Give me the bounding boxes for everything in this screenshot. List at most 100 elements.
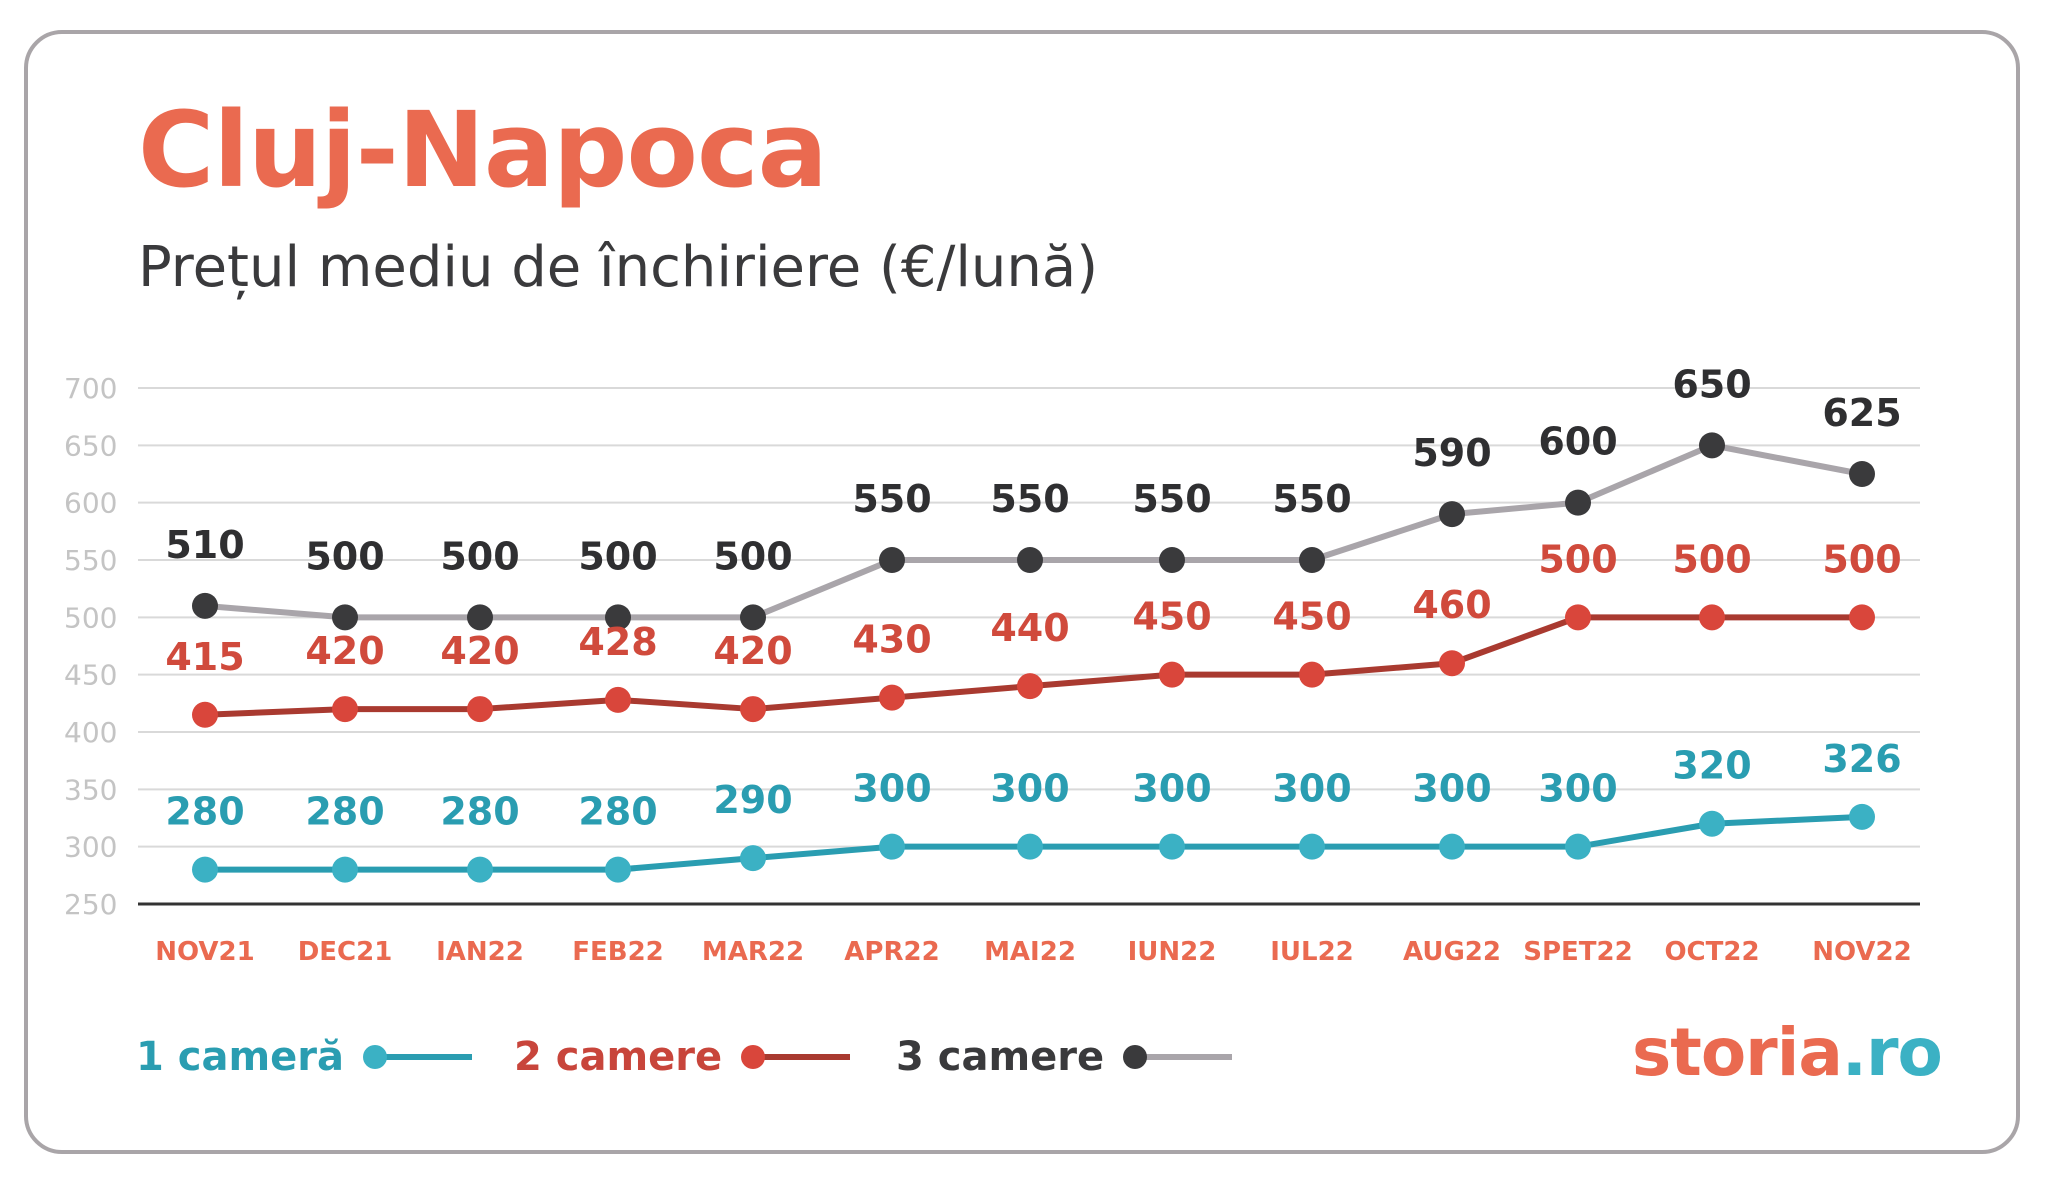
- data-label: 500: [1538, 537, 1617, 581]
- data-label: 428: [578, 620, 657, 664]
- data-label: 420: [713, 629, 792, 673]
- data-label: 500: [578, 534, 657, 578]
- series-point: [1849, 803, 1875, 830]
- legend-label: 1 cameră: [136, 1034, 344, 1080]
- data-label: 300: [990, 767, 1069, 811]
- data-label: 550: [1272, 477, 1351, 521]
- data-label: 590: [1412, 431, 1491, 475]
- legend-swatch-icon: [363, 1045, 472, 1069]
- chart-title: Cluj-Napoca: [138, 89, 828, 211]
- series-point: [1017, 833, 1043, 860]
- data-label: 326: [1822, 737, 1901, 781]
- series-point: [192, 701, 218, 728]
- data-label: 500: [713, 534, 792, 578]
- data-label: 430: [852, 618, 931, 662]
- legend-item-1-camera: 1 cameră: [136, 1027, 474, 1087]
- data-label: 500: [1822, 537, 1901, 581]
- data-label: 280: [440, 790, 519, 834]
- series-point: [467, 604, 493, 631]
- x-tick-label: NOV22: [1812, 937, 1911, 967]
- legend-swatch-icon: [1123, 1045, 1233, 1069]
- x-tick-label: OCT22: [1664, 937, 1759, 967]
- y-tick-label: 650: [64, 429, 117, 462]
- data-label: 550: [1132, 477, 1211, 521]
- series-point: [332, 696, 358, 723]
- data-label: 280: [578, 790, 657, 834]
- y-tick-label: 350: [64, 773, 117, 806]
- series-lines: [192, 432, 1875, 883]
- data-label: 500: [305, 534, 384, 578]
- legend-label: 3 camere: [896, 1034, 1105, 1080]
- data-label: 300: [1412, 767, 1491, 811]
- series-point: [740, 845, 766, 872]
- data-label: 500: [440, 534, 519, 578]
- chart-card: [24, 30, 2020, 1154]
- series-point: [332, 856, 358, 883]
- series-point: [1017, 547, 1043, 573]
- data-label: 450: [1132, 595, 1211, 639]
- series-point: [1299, 547, 1325, 573]
- y-tick-label: 300: [64, 831, 117, 864]
- data-label: 650: [1672, 362, 1751, 406]
- series-point: [1159, 547, 1185, 573]
- data-label: 420: [440, 629, 519, 673]
- series-point: [740, 604, 766, 631]
- series-point: [332, 604, 358, 631]
- storia-logo: storia.ro: [1632, 1020, 1943, 1086]
- data-label: 600: [1538, 420, 1617, 464]
- x-tick-label: NOV21: [155, 937, 254, 967]
- series-point: [1699, 604, 1725, 631]
- data-label: 460: [1412, 583, 1491, 627]
- y-tick-label: 250: [64, 888, 117, 921]
- series-point: [1159, 833, 1185, 860]
- data-label: 300: [1538, 767, 1617, 811]
- y-tick-label: 450: [64, 659, 117, 692]
- logo-part-ro: .ro: [1841, 1014, 1943, 1091]
- data-label: 280: [165, 790, 244, 834]
- data-label: 280: [305, 790, 384, 834]
- data-label: 420: [305, 629, 384, 673]
- series-point: [605, 856, 631, 883]
- y-tick-label: 700: [64, 372, 117, 405]
- x-tick-label: IUN22: [1128, 937, 1217, 967]
- y-tick-label: 500: [64, 601, 117, 634]
- data-label: 440: [990, 606, 1069, 650]
- series-point: [1299, 833, 1325, 860]
- series-point: [1849, 461, 1875, 487]
- series-line: [202, 442, 1865, 621]
- data-label: 415: [165, 635, 244, 679]
- series-point: [1159, 661, 1185, 688]
- data-label: 300: [1132, 767, 1211, 811]
- x-tick-label: SPET22: [1523, 937, 1632, 967]
- y-tick-label: 400: [64, 716, 117, 749]
- series-point: [1565, 833, 1591, 860]
- x-tick-label: IAN22: [436, 937, 524, 967]
- data-label: 625: [1822, 391, 1901, 435]
- x-tick-label: APR22: [844, 937, 939, 967]
- data-label: 500: [1672, 537, 1751, 581]
- x-tick-label: FEB22: [572, 937, 664, 967]
- series-point: [605, 686, 631, 713]
- series-point: [192, 592, 218, 619]
- series-point: [1849, 604, 1875, 631]
- series-point: [879, 833, 905, 860]
- series-point: [1017, 673, 1043, 700]
- x-tick-label: DEC21: [298, 937, 393, 967]
- legend: 1 cameră 2 camere 3 camere: [0, 1027, 1400, 1087]
- chart-subtitle: Prețul mediu de închiriere (€/lună): [138, 235, 1099, 300]
- y-axis-ticks: 250 300 350 400 450 500 550 600 650 700: [64, 372, 117, 921]
- legend-swatch-icon: [741, 1045, 851, 1069]
- series-point: [1439, 833, 1465, 860]
- series-point: [192, 856, 218, 883]
- x-tick-label: AUG22: [1403, 937, 1501, 967]
- series-point: [1565, 489, 1591, 516]
- data-label: 550: [990, 477, 1069, 521]
- x-tick-label: IUL22: [1270, 937, 1354, 967]
- legend-item-3-camere: 3 camere: [896, 1027, 1234, 1087]
- series-point: [879, 547, 905, 573]
- series-point: [1299, 661, 1325, 688]
- series-point: [740, 696, 766, 723]
- series-point: [605, 604, 631, 631]
- series-point: [467, 696, 493, 723]
